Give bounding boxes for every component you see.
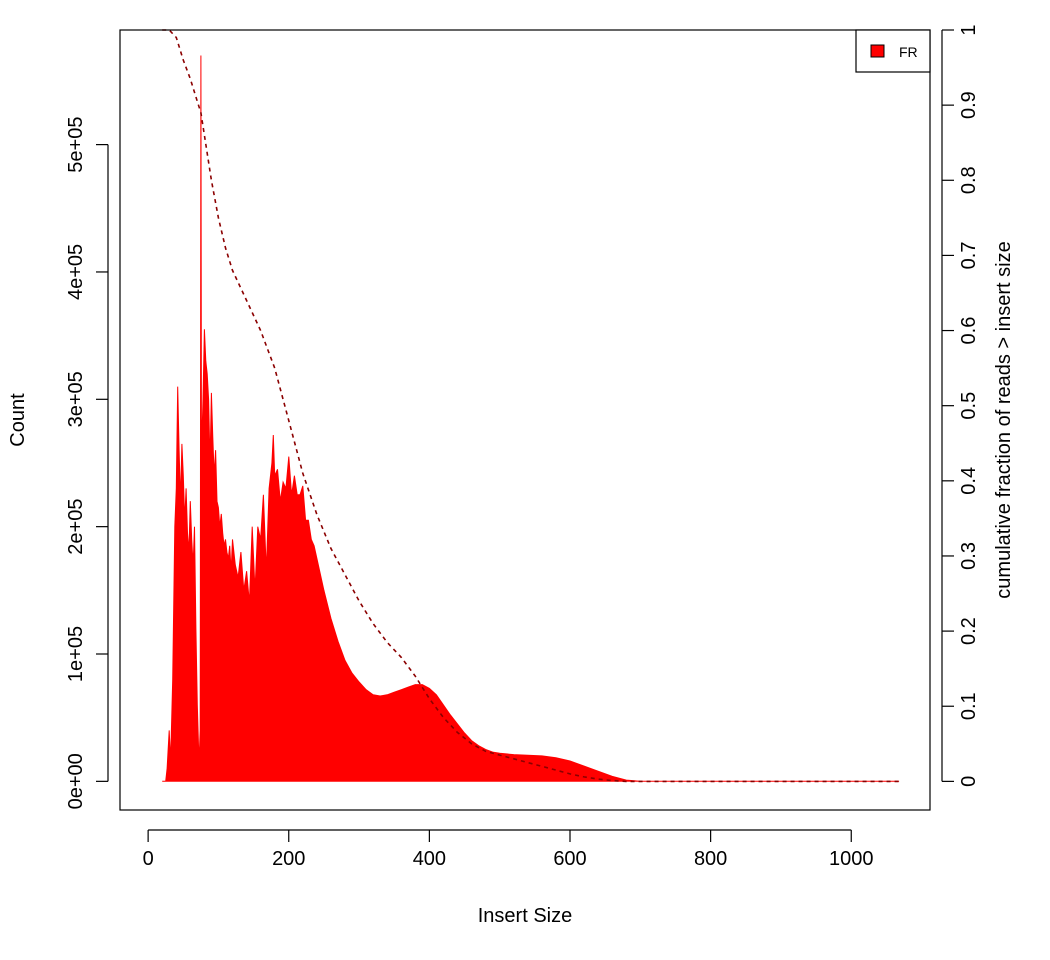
y-axis: 0e+00 1e+05 2e+05 3e+05 4e+05 5e+05: [65, 117, 109, 809]
x-axis: 0 200 400 600 800 1000: [143, 829, 874, 870]
x-tick-label: 400: [413, 848, 446, 870]
series-fr-area: [162, 55, 900, 782]
y-tick-label: 0e+00: [65, 753, 87, 809]
y-axis-title: Count: [7, 393, 29, 447]
x-tick-label: 800: [694, 848, 727, 870]
x-tick-label: 0: [143, 848, 154, 870]
y2-tick-label: 0.3: [958, 542, 980, 570]
y2-axis: 0 0.1 0.2 0.3 0.4 0.5 0.6 0.7 0.8 0.9 1: [941, 24, 980, 787]
legend-swatch-fr: [870, 44, 885, 58]
y2-tick-label: 0.4: [958, 467, 980, 495]
legend-box: [855, 29, 931, 73]
y2-tick-label: 0.1: [958, 692, 980, 720]
y-tick-label: 1e+05: [65, 626, 87, 682]
y2-axis-title: cumulative fraction of reads > insert si…: [993, 241, 1015, 598]
y-tick-label: 5e+05: [65, 117, 87, 173]
plot-frame: [119, 29, 931, 811]
y2-tick-label: 0.2: [958, 617, 980, 645]
y2-tick-label: 0.6: [958, 317, 980, 345]
legend: FR: [855, 29, 931, 73]
y2-tick-label: 0.8: [958, 166, 980, 194]
series-layer: [162, 29, 900, 783]
y2-tick-label: 1: [958, 24, 980, 35]
y2-tick-label: 0.5: [958, 392, 980, 420]
legend-label-fr: FR: [899, 44, 918, 60]
y2-tick-label: 0.9: [958, 91, 980, 119]
y2-tick-label: 0.7: [958, 242, 980, 270]
x-tick-label: 1000: [829, 848, 874, 870]
x-tick-label: 200: [272, 848, 305, 870]
y2-tick-label: 0: [958, 776, 980, 787]
y-tick-label: 3e+05: [65, 371, 87, 427]
y-tick-label: 2e+05: [65, 499, 87, 555]
x-tick-label: 600: [553, 848, 586, 870]
x-axis-title: Insert Size: [478, 905, 572, 927]
y-tick-label: 4e+05: [65, 244, 87, 300]
